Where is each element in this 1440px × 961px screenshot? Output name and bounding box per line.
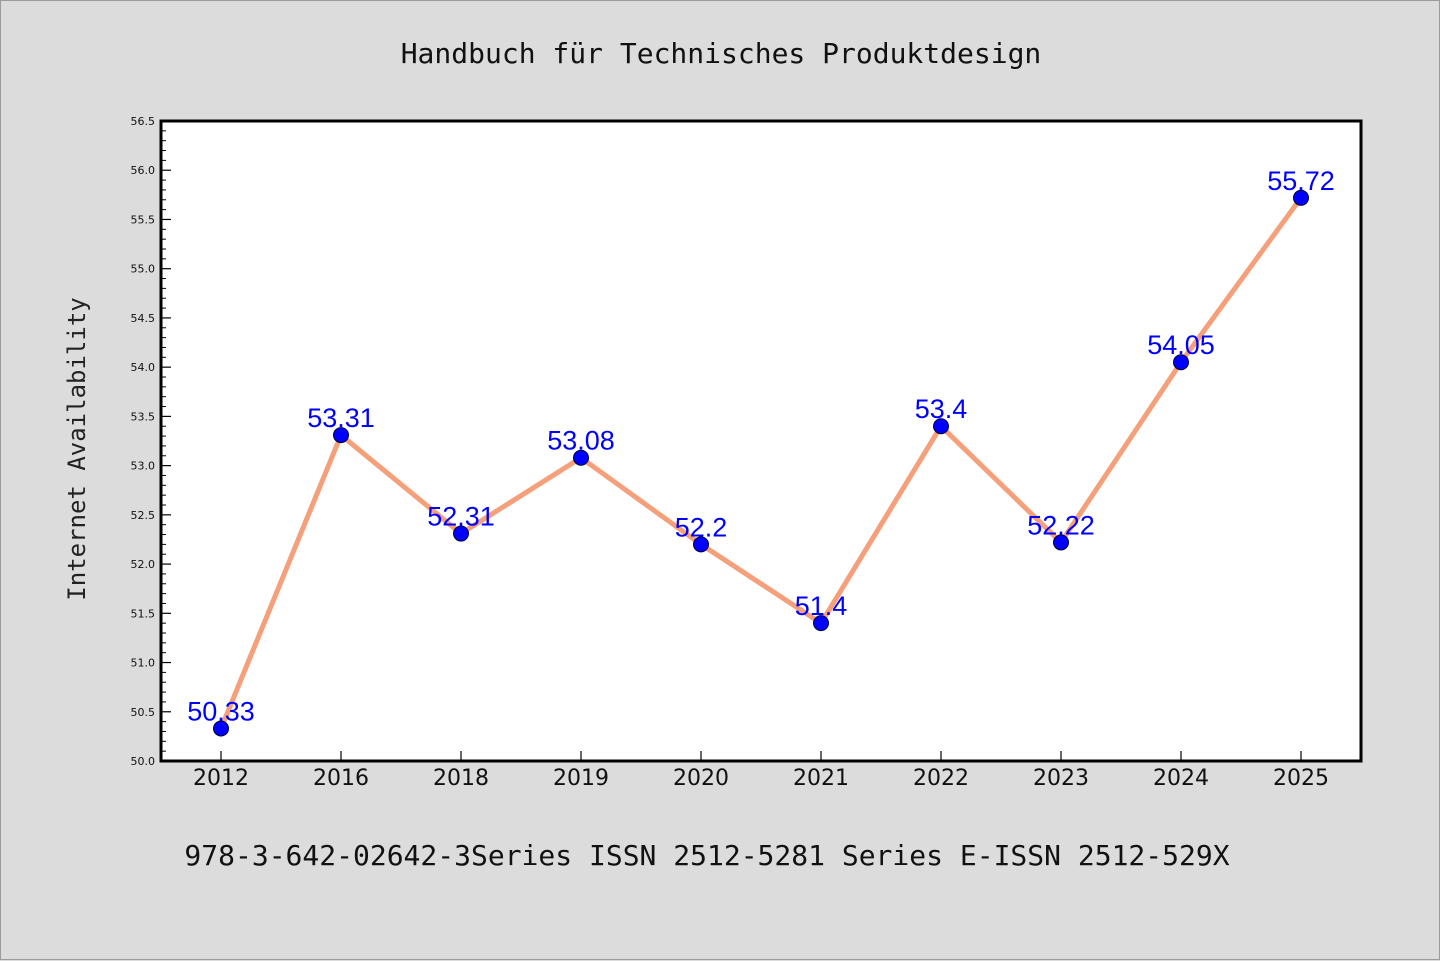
- x-tick-label: 2020: [673, 766, 729, 791]
- y-tick-label: 51.0: [131, 657, 156, 670]
- chart-title: Handbuch für Technisches Produktdesign: [401, 37, 1042, 70]
- y-tick-label: 56.5: [131, 115, 156, 128]
- y-tick-label: 50.0: [131, 755, 156, 768]
- series-group: [213, 189, 1309, 737]
- data-label: 52.2: [675, 512, 728, 542]
- x-tick-label: 2023: [1033, 766, 1089, 791]
- data-point-marker: [813, 615, 829, 632]
- y-tick-label: 52.5: [131, 509, 156, 522]
- data-point-marker: [333, 427, 349, 444]
- data-label: 50.33: [187, 697, 255, 727]
- data-point-marker: [453, 525, 469, 542]
- x-tick-label: 2025: [1273, 766, 1329, 791]
- y-tick-label: 51.5: [131, 607, 156, 620]
- plot-area: [159, 119, 1363, 763]
- data-point-marker: [213, 720, 229, 737]
- x-tick-label: 2012: [193, 766, 249, 791]
- x-tick-label: 2018: [433, 766, 489, 791]
- footer-isbn-text: 978-3-642-02642-3Series ISSN 2512-5281 S…: [184, 839, 1229, 872]
- y-tick-label: 50.5: [131, 706, 156, 719]
- x-tick-label: 2019: [553, 766, 609, 791]
- y-tick-label: 54.0: [131, 361, 156, 374]
- data-labels-group: 50.33 53.31 52.31 53.08 52.2 51.4 53.4 52.22 54.…: [187, 166, 1335, 727]
- data-point-marker: [1053, 534, 1069, 551]
- x-tick-label: 2016: [313, 766, 369, 791]
- data-point-marker: [573, 449, 589, 466]
- data-label: 53.31: [307, 403, 375, 433]
- x-tick-label: 2024: [1153, 766, 1209, 791]
- y-tick-label: 56.0: [131, 164, 156, 177]
- data-label: 52.31: [427, 502, 495, 532]
- y-tick-label: 53.0: [131, 460, 156, 473]
- data-label: 51.4: [795, 591, 848, 621]
- data-label: 53.4: [915, 394, 968, 424]
- y-tick-label: 55.5: [131, 213, 156, 226]
- series-line: [218, 195, 1304, 732]
- y-axis-ticks: 50.0 50.5 51.0 51.5 52.0 52.5 53.0 53.5 54.0 54.5…: [131, 115, 171, 768]
- data-point-marker: [1173, 354, 1189, 371]
- x-tick-label: 2022: [913, 766, 969, 791]
- y-tick-label: 53.5: [131, 410, 156, 423]
- data-label: 53.08: [547, 426, 615, 456]
- x-axis-ticks: 2012 2016 2018 2019 2020 2021 2022 2023 2024 2025: [193, 751, 1329, 791]
- y-tick-label: 54.5: [131, 312, 156, 325]
- data-label: 54.05: [1147, 330, 1215, 360]
- y-axis-label: Internet Availability: [63, 297, 91, 600]
- data-label: 52.22: [1027, 510, 1095, 540]
- data-point-marker: [693, 536, 709, 553]
- x-tick-label: 2021: [793, 766, 849, 791]
- y-tick-label: 52.0: [131, 558, 156, 571]
- data-point-marker: [933, 418, 949, 435]
- data-label: 55.72: [1267, 166, 1335, 196]
- y-tick-label: 55.0: [131, 263, 156, 276]
- data-point-marker: [1293, 189, 1309, 206]
